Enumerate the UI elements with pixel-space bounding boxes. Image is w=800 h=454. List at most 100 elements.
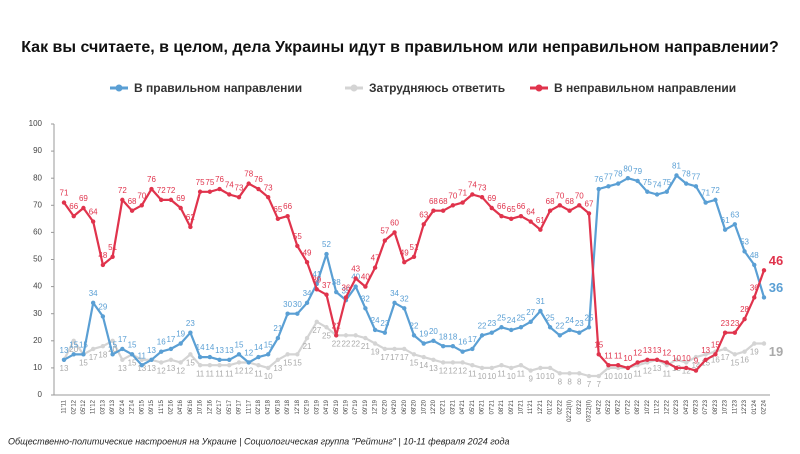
- value-label: 36: [769, 280, 783, 295]
- point: [538, 308, 543, 314]
- point: [334, 289, 339, 295]
- point: [324, 251, 329, 257]
- point: [197, 189, 203, 194]
- value-label: 23: [186, 319, 195, 328]
- value-label: 20: [108, 345, 117, 354]
- x-tick-label: 02'22: [557, 399, 563, 414]
- point: [61, 200, 67, 205]
- point: [684, 360, 689, 365]
- point: [479, 365, 485, 371]
- point: [120, 357, 125, 362]
- x-tick-label: 02'20: [382, 399, 388, 414]
- point: [110, 338, 115, 343]
- point: [285, 213, 290, 219]
- x-tick-label: 06'19: [344, 399, 350, 414]
- x-tick-label: 06'15: [139, 399, 145, 414]
- point: [168, 357, 174, 362]
- value-label: 15: [108, 340, 117, 349]
- value-label: 10: [682, 354, 691, 363]
- value-label: 78: [244, 170, 253, 179]
- value-label: 69: [176, 194, 185, 203]
- value-label: 30: [293, 300, 302, 309]
- point: [265, 365, 271, 371]
- value-label: 13: [60, 364, 69, 373]
- value-label: 15: [264, 340, 273, 349]
- point: [752, 295, 757, 300]
- value-label: 73: [235, 183, 244, 192]
- value-label: 13: [429, 364, 438, 373]
- value-label: 65: [273, 205, 282, 214]
- point: [586, 325, 592, 330]
- value-label: 71: [458, 189, 467, 198]
- value-label: 67: [585, 200, 594, 209]
- point: [81, 205, 86, 211]
- point: [246, 181, 251, 186]
- value-label: 8: [558, 377, 563, 386]
- point: [577, 203, 582, 208]
- point: [372, 327, 378, 333]
- point: [470, 362, 475, 368]
- point: [645, 189, 650, 194]
- value-label: 57: [380, 227, 389, 236]
- value-label: 78: [614, 170, 623, 179]
- value-label: 70: [448, 191, 457, 200]
- point: [431, 338, 436, 343]
- point: [275, 335, 281, 341]
- point: [421, 222, 426, 227]
- point: [197, 354, 203, 360]
- value-label: 13: [137, 364, 146, 373]
- value-label: 7: [596, 380, 601, 389]
- point: [722, 330, 728, 335]
- x-tick-label: 09'18: [285, 399, 291, 414]
- value-label: 49: [303, 248, 312, 257]
- point: [129, 208, 135, 213]
- point: [742, 316, 747, 322]
- value-label: 74: [468, 181, 477, 190]
- point: [392, 300, 397, 306]
- value-label: 12: [244, 367, 253, 376]
- value-label: 23: [721, 319, 730, 328]
- value-label: 11: [468, 369, 477, 378]
- point: [207, 354, 213, 360]
- value-label: 13: [273, 364, 282, 373]
- value-label: 27: [312, 326, 321, 335]
- point: [606, 184, 611, 189]
- x-tick-label: 09'15: [149, 399, 155, 414]
- value-label: 21: [361, 342, 370, 351]
- value-label: 55: [293, 232, 302, 241]
- value-label: 16: [740, 356, 749, 365]
- value-label: 43: [351, 265, 360, 274]
- point: [440, 360, 446, 365]
- value-label: 13: [215, 346, 224, 355]
- y-tick-label: 80: [33, 173, 42, 182]
- value-label: 65: [507, 205, 516, 214]
- value-label: 49: [400, 248, 409, 257]
- value-label: 29: [98, 303, 107, 312]
- point: [372, 265, 378, 270]
- point: [227, 362, 232, 368]
- point: [402, 306, 407, 311]
- value-label: 13: [643, 346, 652, 355]
- point: [304, 260, 310, 265]
- x-tick-label: 01'22: [548, 399, 554, 414]
- legend-label: В неправильном направлении: [554, 81, 736, 95]
- point: [557, 333, 563, 338]
- value-label: 38: [332, 278, 341, 287]
- value-label: 10: [264, 372, 273, 381]
- point: [411, 352, 417, 357]
- value-label: 11: [497, 369, 506, 378]
- point: [295, 243, 300, 249]
- point: [440, 344, 446, 349]
- x-tick-label: 02'12: [71, 399, 77, 414]
- value-label: 71: [701, 189, 710, 198]
- value-label: 13: [60, 346, 69, 355]
- value-label: 28: [740, 305, 749, 314]
- value-label: 48: [750, 251, 759, 260]
- value-label: 72: [157, 186, 166, 195]
- value-label: 25: [585, 313, 594, 322]
- point: [188, 352, 193, 357]
- value-label: 74: [653, 181, 662, 190]
- value-label: 75: [662, 178, 671, 187]
- point: [246, 360, 251, 365]
- value-label: 68: [429, 197, 438, 206]
